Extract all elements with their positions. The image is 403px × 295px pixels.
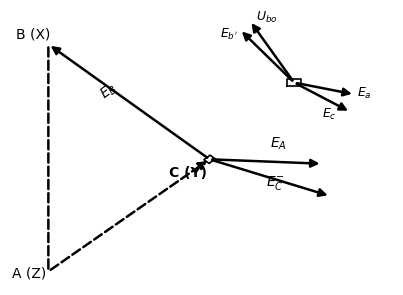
Text: $E_B$: $E_B$ (97, 80, 120, 103)
Text: $E_A$: $E_A$ (270, 135, 287, 152)
Text: B (X): B (X) (16, 27, 50, 41)
Text: C (Y): C (Y) (169, 166, 207, 180)
Text: $E_c$: $E_c$ (322, 107, 337, 122)
Text: $E_a$: $E_a$ (357, 86, 371, 101)
Text: $E_{C}^{-}$: $E_{C}^{-}$ (266, 174, 285, 192)
Text: A (Z): A (Z) (12, 266, 46, 280)
Text: $U_{bo}$: $U_{bo}$ (256, 10, 278, 25)
Text: $E_{b'}$: $E_{b'}$ (220, 27, 237, 42)
